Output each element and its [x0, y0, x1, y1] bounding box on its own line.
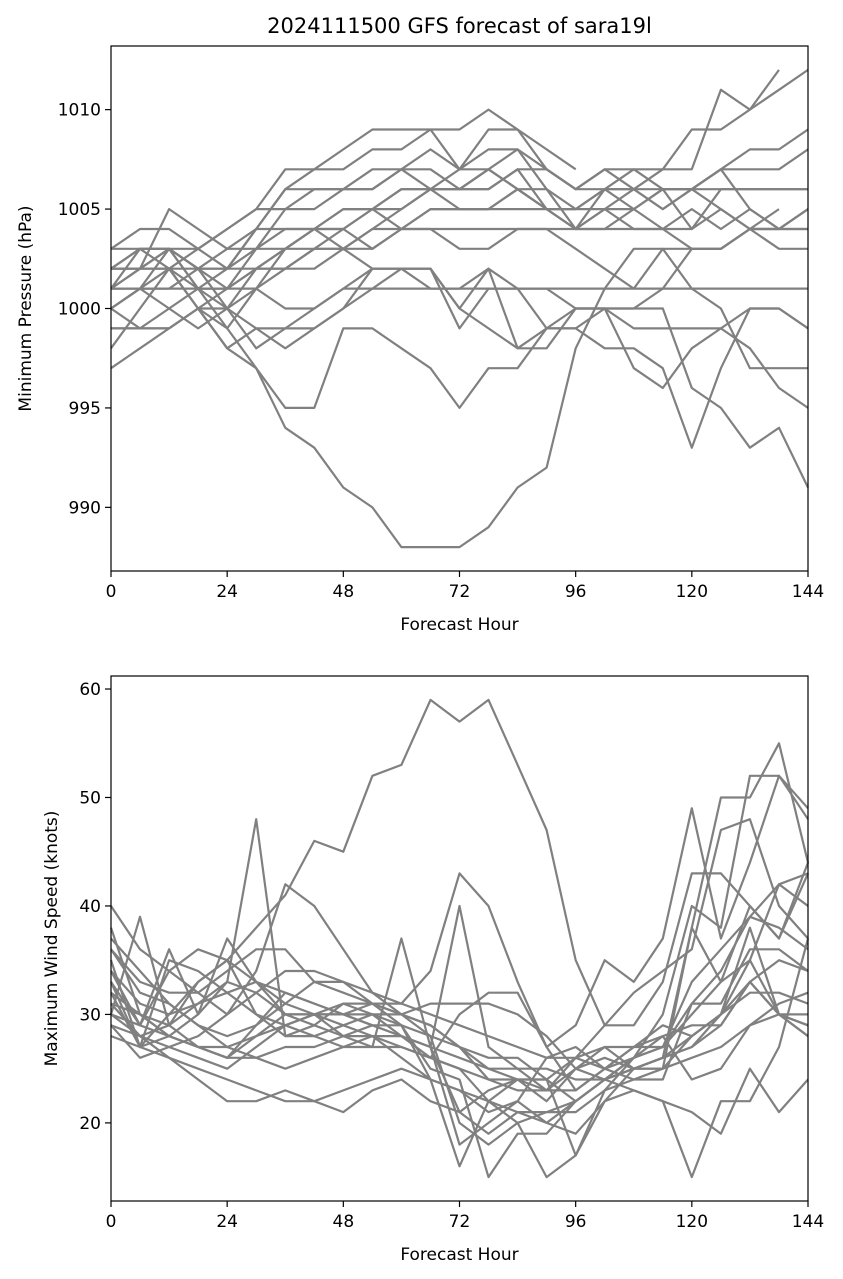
wind-series-line-7	[110, 872, 810, 1168]
pressure-x-axis-label: Forecast Hour	[400, 615, 518, 635]
wind-series-line-17	[110, 915, 809, 1092]
wind-series-line-4	[110, 774, 809, 1049]
pressure-x-tick-label: 120	[676, 582, 708, 602]
pressure-x-tick-label: 96	[565, 582, 587, 602]
pressure-x-tick-label: 72	[449, 582, 471, 602]
pressure-y-tick-label: 995	[69, 399, 101, 419]
wind-y-tick-label: 20	[79, 1114, 101, 1134]
wind-series-line-13	[109, 937, 809, 1179]
pressure-y-ticks: 990 995 1000 1005 1010	[58, 101, 111, 518]
wind-x-tick-label: 24	[216, 1212, 238, 1232]
pressure-y-tick-label: 1000	[58, 300, 101, 320]
wind-y-ticks: 20 30 40 50 60	[79, 680, 111, 1134]
pressure-series-line-20	[110, 148, 809, 290]
wind-panel: 0 24 48 72 96 120 144 20 30 40 50 60 Forecast Hour…	[42, 675, 824, 1265]
wind-series-line-9	[110, 959, 809, 1092]
wind-y-tick-label: 40	[79, 897, 101, 917]
pressure-y-axis-label: Minimum Pressure (hPa)	[16, 205, 36, 411]
wind-x-tick-label: 144	[792, 1212, 824, 1232]
pressure-x-ticks: 0 24 48 72 96 120 144	[106, 571, 824, 602]
pressure-panel: 0 24 48 72 96 120 144 990 995 1000 1005 1010 Forec…	[16, 45, 824, 635]
wind-y-axis-label: Maximum Wind Speed (knots)	[42, 811, 62, 1067]
pressure-x-tick-label: 24	[216, 582, 238, 602]
pressure-y-tick-label: 1005	[58, 200, 101, 220]
pressure-y-tick-label: 990	[69, 498, 101, 518]
wind-y-tick-label: 30	[79, 1005, 101, 1025]
wind-x-tick-label: 120	[676, 1212, 708, 1232]
wind-y-tick-label: 50	[79, 788, 101, 808]
wind-x-tick-label: 48	[333, 1212, 355, 1232]
pressure-series-line-19	[110, 208, 809, 350]
figure-title: 2024111500 GFS forecast of sara19l	[267, 14, 652, 38]
wind-series-line-18	[110, 948, 809, 1081]
wind-series-layer	[109, 698, 810, 1179]
wind-y-tick-label: 60	[79, 680, 101, 700]
wind-x-tick-label: 72	[449, 1212, 471, 1232]
wind-x-axis-label: Forecast Hour	[400, 1245, 518, 1265]
pressure-y-tick-label: 1010	[58, 101, 101, 121]
wind-series-line-14	[110, 937, 810, 1179]
wind-x-tick-label: 96	[565, 1212, 587, 1232]
wind-series-line-19	[110, 970, 809, 1081]
wind-series-line-16	[110, 959, 809, 1103]
wind-series-line-20	[110, 1013, 808, 1125]
pressure-series-layer	[110, 68, 809, 549]
pressure-series-line-9	[110, 128, 577, 270]
pressure-x-tick-label: 0	[106, 582, 117, 602]
wind-x-ticks: 0 24 48 72 96 120 144	[106, 1201, 824, 1232]
pressure-x-tick-label: 144	[792, 582, 824, 602]
wind-x-tick-label: 0	[106, 1212, 117, 1232]
pressure-x-tick-label: 48	[333, 582, 355, 602]
